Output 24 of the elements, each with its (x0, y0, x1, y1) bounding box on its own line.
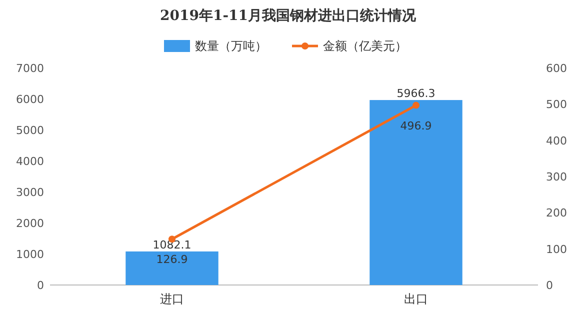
x-tick-label: 进口 (160, 292, 184, 306)
legend-label: 金额（亿美元） (323, 39, 407, 53)
y-tick-label: 3000 (16, 186, 44, 199)
y-tick-label: 5000 (16, 124, 44, 137)
data-label: 496.9 (400, 119, 432, 132)
data-label: 5966.3 (396, 87, 436, 100)
y-tick-label: 7000 (16, 62, 44, 75)
y2-tick-label: 400 (546, 134, 567, 148)
y2-tick-label: 0 (546, 279, 553, 292)
y2-tick-label: 200 (546, 206, 567, 220)
data-label: 1082.1 (152, 238, 192, 252)
y-tick-label: 6000 (16, 93, 44, 106)
y2-tick-label: 600 (546, 62, 567, 75)
y-tick-label: 2000 (16, 217, 44, 230)
y2-tick-label: 500 (546, 98, 567, 112)
data-label: 126.9 (156, 253, 188, 266)
y-tick-label: 4000 (16, 155, 44, 168)
y2-tick-label: 300 (546, 170, 567, 184)
y2-tick-label: 100 (546, 242, 567, 256)
y-tick-label: 1000 (16, 248, 44, 261)
legend-label: 数量（万吨） (195, 39, 267, 53)
chart-title: 2019年1-11月我国钢材进出口统计情况 (160, 7, 417, 24)
x-tick-label: 出口 (404, 292, 428, 306)
y-tick-label: 0 (37, 279, 44, 292)
